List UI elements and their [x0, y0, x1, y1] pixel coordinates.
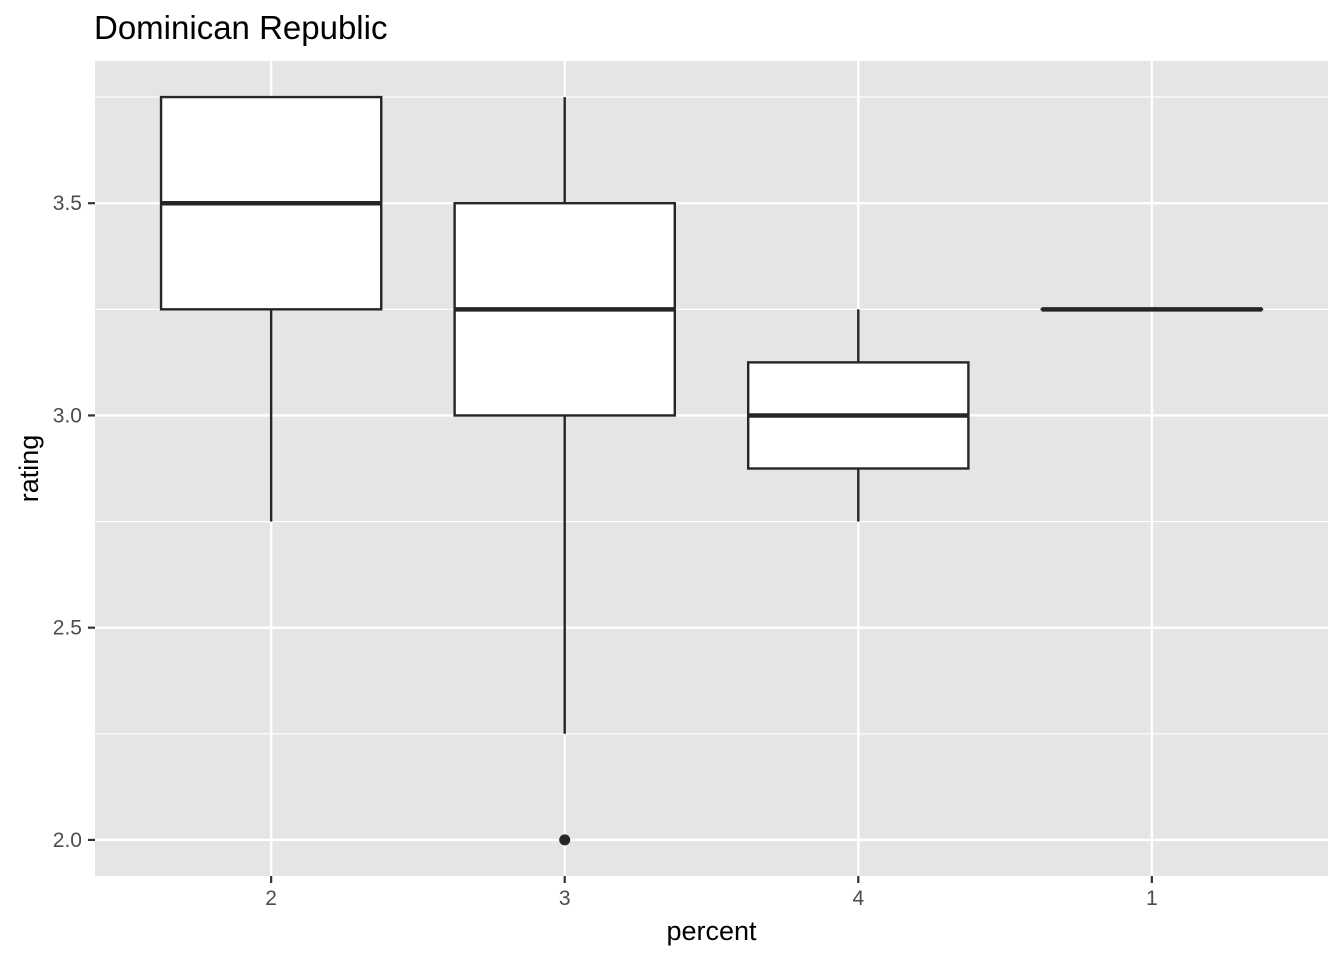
chart-title: Dominican Republic [94, 9, 387, 46]
x-tick-label: 2 [265, 887, 277, 910]
x-tick-label: 1 [1146, 887, 1158, 910]
box-group [159, 95, 1264, 846]
box-4 [746, 309, 970, 522]
y-tick-label: 3.5 [53, 192, 82, 215]
x-axis-title: percent [666, 916, 757, 946]
y-tick-label: 2.0 [53, 829, 82, 852]
y-tick-label: 3.0 [53, 404, 82, 427]
outlier-point [559, 834, 571, 846]
x-axis: 2 3 4 1 [265, 876, 1158, 910]
y-axis-title: rating [14, 435, 44, 503]
box-2 [159, 95, 383, 522]
y-axis: 2.0 2.5 3.0 3.5 [53, 192, 95, 852]
x-tick-label: 4 [852, 887, 864, 910]
box-3 [453, 97, 677, 846]
x-tick-label: 3 [559, 887, 571, 910]
y-tick-label: 2.5 [53, 617, 82, 640]
